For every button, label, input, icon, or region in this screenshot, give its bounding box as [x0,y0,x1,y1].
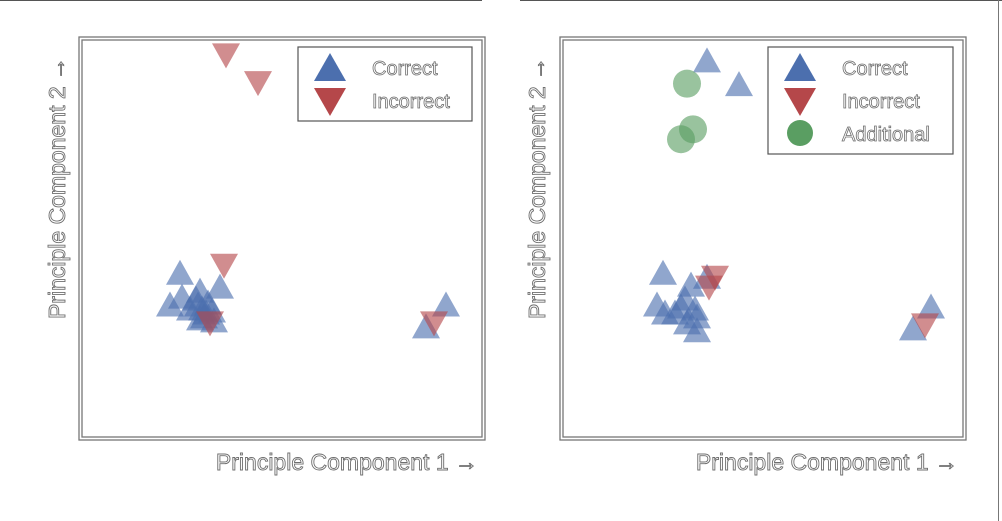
legend: Correct Incorrect Additional [767,46,954,155]
legend-marker-correct [314,53,346,81]
point-correct-3 [206,273,234,299]
x-axis-label: Principle Component 1 → [216,449,478,475]
legend-label-incorrect: Incorrect [372,91,450,113]
legend: Correct Incorrect [297,46,473,122]
legend-label-incorrect: Incorrect [842,91,920,113]
x-axis-label: Principle Component 1 → [696,449,958,475]
top-border-left [0,0,482,1]
point-correct-16 [432,291,460,317]
chart-panel-left: Principle Component 1 → Principle Compon… [44,36,486,475]
point-correct-2 [649,259,677,285]
point-correct-12 [643,291,671,317]
right-edge-line [998,0,999,521]
point-additional-2 [667,125,695,154]
plot-area [156,43,460,339]
plot-frame-outer [78,36,486,441]
legend-marker-additional [787,120,813,146]
legend-marker-incorrect [314,88,346,116]
point-correct-14 [156,291,184,317]
point-incorrect-4 [420,311,448,337]
plot-frame-outer [559,36,967,441]
point-incorrect-1 [695,275,723,301]
point-incorrect-2 [210,253,238,279]
y-axis-label: Principle Component 2 → [44,57,70,319]
point-correct-15 [917,293,945,319]
point-correct-1 [725,71,753,97]
point-incorrect-0 [212,43,240,69]
top-border-right [520,0,1002,1]
legend-label-correct: Correct [842,58,908,80]
point-incorrect-3 [196,311,224,337]
point-incorrect-1 [244,71,272,97]
legend-marker-incorrect [784,88,816,116]
legend-marker-correct [784,53,816,81]
y-axis-label: Principle Component 2 → [524,57,550,319]
legend-label-correct: Correct [372,58,438,80]
legend-label-additional: Additional [842,124,930,146]
point-additional-0 [673,69,701,98]
point-correct-0 [166,259,194,285]
plot-area [643,47,945,343]
point-correct-0 [693,47,721,73]
chart-panel-right: Principle Component 1 → Principle Compon… [524,36,967,475]
point-incorrect-2 [911,313,939,339]
plot-frame-inner [81,39,483,438]
point-correct-11 [683,317,711,343]
plot-frame-inner [562,39,964,438]
point-correct-14 [899,315,927,341]
